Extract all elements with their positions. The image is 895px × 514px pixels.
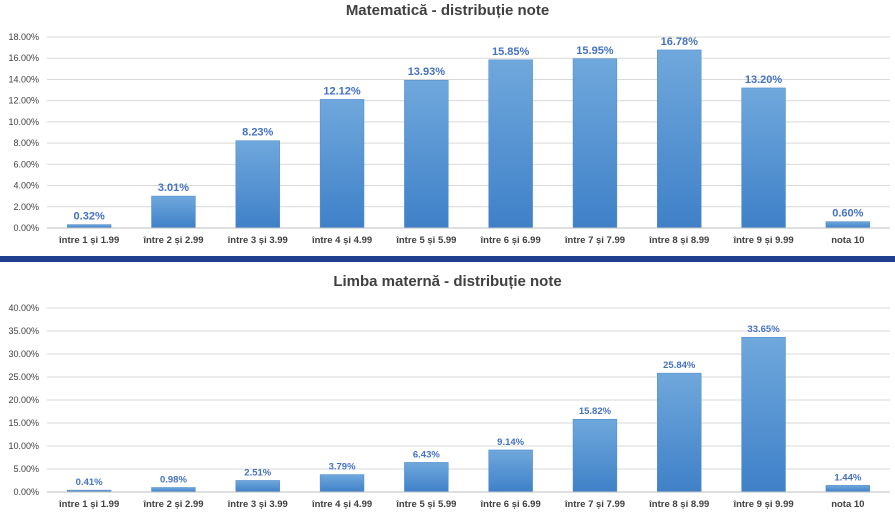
data-label: 13.93% xyxy=(408,66,446,78)
bar xyxy=(488,449,533,493)
data-label: 0.60% xyxy=(832,208,863,220)
y-tick-label: 16.00% xyxy=(8,53,39,63)
y-tick-label: 10.00% xyxy=(8,117,39,127)
category-label: între 2 și 2.99 xyxy=(142,499,203,510)
y-tick-label: 0.00% xyxy=(13,487,39,497)
category-label: între 5 și 5.99 xyxy=(395,499,456,510)
data-label: 3.01% xyxy=(158,182,189,194)
y-tick-label: 0.00% xyxy=(13,223,39,233)
y-tick-label: 14.00% xyxy=(8,74,39,84)
chart-panel-limba-materna: Limba maternă - distribuție note 0.00% 5.… xyxy=(0,262,895,514)
category-label: între 9 și 9.99 xyxy=(732,235,793,246)
category-label: între 2 și 2.99 xyxy=(142,235,203,246)
category-label: între 8 și 8.99 xyxy=(648,235,709,246)
category-label: între 1 și 1.99 xyxy=(58,235,119,246)
y-tick-label: 12.00% xyxy=(8,96,39,106)
data-label: 15.82% xyxy=(579,406,612,417)
chart-title: Limba maternă - distribuție note xyxy=(333,273,562,290)
category-label: între 1 și 1.99 xyxy=(58,499,119,510)
data-label: 1.44% xyxy=(834,472,861,483)
y-tick-label: 4.00% xyxy=(13,181,39,191)
y-tick-label: 15.00% xyxy=(8,418,39,428)
bar-chart-limba-materna: 0.00% 5.00% 10.00% 15.00% 20.00% 25.00% 30.00%… xyxy=(8,303,890,510)
category-label: între 4 și 4.99 xyxy=(311,235,372,246)
bar xyxy=(572,418,618,493)
bar xyxy=(825,485,871,493)
y-tick-label: 5.00% xyxy=(13,464,39,474)
category-label: între 7 și 7.99 xyxy=(564,235,625,246)
data-label: 0.98% xyxy=(160,474,187,485)
data-label: 33.65% xyxy=(747,324,780,335)
bar-chart-matematica: 0.00% 2.00% 4.00% 6.00% 8.00% 10.00% 12.00% 14.… xyxy=(8,32,890,246)
bar xyxy=(657,372,702,493)
data-label: 3.79% xyxy=(329,462,356,473)
bar xyxy=(404,462,449,493)
y-tick-label: 20.00% xyxy=(8,395,39,405)
bar xyxy=(741,336,786,493)
category-label: nota 10 xyxy=(831,499,864,510)
y-tick-label: 40.00% xyxy=(8,303,39,313)
category-label: între 9 și 9.99 xyxy=(732,499,793,510)
y-tick-label: 30.00% xyxy=(8,349,39,359)
bar xyxy=(825,221,871,229)
category-label: între 5 și 5.99 xyxy=(395,235,456,246)
y-tick-label: 8.00% xyxy=(13,138,39,148)
data-label: 6.43% xyxy=(413,449,440,460)
bar xyxy=(657,49,702,229)
bar xyxy=(488,59,533,229)
data-label: 0.41% xyxy=(76,477,103,488)
category-label: între 7 și 7.99 xyxy=(564,499,625,510)
bar xyxy=(151,195,196,229)
bar xyxy=(319,474,365,493)
bar xyxy=(235,480,280,493)
category-label: nota 10 xyxy=(831,235,864,246)
bar xyxy=(151,487,196,493)
data-label: 12.12% xyxy=(323,85,361,97)
data-label: 13.20% xyxy=(745,74,783,86)
category-label: între 6 și 6.99 xyxy=(480,235,541,246)
y-tick-label: 6.00% xyxy=(13,159,39,169)
data-label: 0.32% xyxy=(74,211,105,223)
bar xyxy=(235,140,280,229)
data-label: 9.14% xyxy=(497,437,524,448)
data-label: 2.51% xyxy=(244,467,271,478)
y-tick-label: 25.00% xyxy=(8,372,39,382)
category-label: între 6 și 6.99 xyxy=(480,499,541,510)
bar xyxy=(319,99,365,229)
chart-title: Matematică - distribuție note xyxy=(345,2,550,19)
data-label: 16.78% xyxy=(661,36,699,48)
bar xyxy=(572,58,618,229)
category-label: între 3 și 3.99 xyxy=(227,235,288,246)
chart-panel-matematica: Matematică - distribuție note 0.00% 2.00%… xyxy=(0,0,895,256)
data-label: 8.23% xyxy=(242,127,273,139)
y-tick-label: 10.00% xyxy=(8,441,39,451)
data-label: 15.95% xyxy=(576,45,614,57)
bar xyxy=(741,87,786,229)
bar xyxy=(66,224,112,229)
bar xyxy=(404,79,449,229)
category-label: între 8 și 8.99 xyxy=(648,499,709,510)
y-tick-label: 35.00% xyxy=(8,326,39,336)
y-tick-label: 18.00% xyxy=(8,32,39,42)
panel-separator xyxy=(0,256,895,262)
category-label: între 3 și 3.99 xyxy=(227,499,288,510)
y-tick-label: 2.00% xyxy=(13,202,39,212)
data-label: 25.84% xyxy=(663,360,696,371)
category-label: între 4 și 4.99 xyxy=(311,499,372,510)
data-label: 15.85% xyxy=(492,46,530,58)
